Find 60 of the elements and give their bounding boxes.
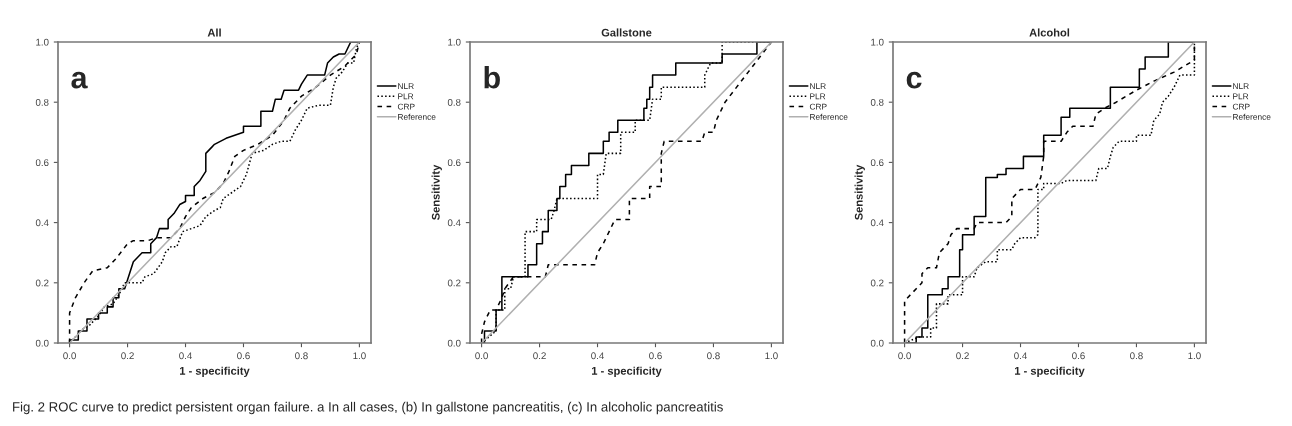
legend-label: Reference [398, 113, 436, 120]
x-axis-title: 1 - specificity [1015, 366, 1085, 377]
x-tick-label: 0.4 [591, 352, 604, 360]
x-axis-title: 1 - specificity [592, 366, 662, 377]
caption: Fig. 2 ROC curve to predict persistent organ failure. a In all cases, (b) In gallstone pancreatitis, (c) In alcoholic pancreatitis [13, 401, 723, 415]
legend-label: NLR [398, 83, 414, 89]
annotation: b [484, 66, 500, 89]
x-tick-label: 0.8 [1130, 352, 1143, 360]
y-tick-label: 0.4 [35, 219, 49, 227]
x-tick-label: 0.8 [707, 352, 720, 360]
y-tick-label: 0.0 [870, 339, 884, 347]
chart-title: All [207, 28, 221, 37]
y-tick-label: 0.6 [447, 159, 461, 167]
y-tick-label: 1.0 [871, 38, 884, 46]
y-tick-label: 0.0 [35, 339, 49, 347]
y-tick-label: 0.0 [447, 339, 461, 347]
y-tick-label: 0.2 [447, 279, 461, 287]
x-tick-label: 0.0 [63, 352, 76, 360]
y-tick-label: 0.2 [870, 279, 884, 287]
legend-label: PLR [398, 93, 414, 100]
x-tick-label: 0.4 [179, 352, 192, 360]
x-tick-label: 1.0 [1188, 352, 1201, 360]
x-tick-label: 0.8 [295, 352, 308, 360]
x-tick-label: 0.6 [1072, 352, 1085, 360]
y-tick-label: 1.0 [448, 38, 461, 46]
x-tick-label: 1.0 [353, 352, 366, 360]
y-tick-label: 0.8 [870, 98, 884, 106]
legend-label: Reference [810, 113, 848, 120]
x-tick-label: 0.6 [237, 352, 250, 360]
y-axis-title: Sensitivity [854, 164, 865, 220]
y-tick-label: 0.6 [35, 159, 49, 167]
legend-label: CRP [809, 103, 827, 110]
x-tick-label: 0.4 [1014, 352, 1027, 360]
legend-label: NLR [1233, 83, 1249, 89]
x-tick-label: 1.0 [765, 352, 778, 360]
chart-title: Gallstone [601, 28, 652, 37]
annotation: c [906, 71, 922, 89]
y-tick-label: 1.0 [36, 38, 49, 46]
x-tick-label: 0.0 [475, 352, 488, 360]
legend-label: Reference [1233, 113, 1271, 120]
y-tick-label: 0.4 [447, 219, 461, 227]
annotation: a [71, 71, 88, 89]
chart-title: Alcohol [1029, 28, 1070, 37]
y-tick-label: 0.8 [447, 98, 461, 106]
legend-label: PLR [1233, 93, 1249, 100]
x-tick-label: 0.0 [898, 352, 911, 360]
x-tick-label: 0.2 [533, 352, 546, 360]
x-tick-label: 0.2 [121, 352, 134, 360]
legend-label: CRP [1232, 103, 1250, 110]
y-tick-label: 0.8 [35, 98, 49, 106]
x-axis-title: 1 - specificity [180, 366, 250, 377]
x-tick-label: 0.2 [956, 352, 969, 360]
y-tick-label: 0.2 [35, 279, 49, 287]
y-tick-label: 0.6 [870, 159, 884, 167]
y-tick-label: 0.4 [870, 219, 884, 227]
y-axis-title: Sensitivity [431, 164, 442, 220]
x-tick-label: 0.6 [649, 352, 662, 360]
legend-label: CRP [397, 103, 415, 110]
legend-label: PLR [810, 93, 826, 100]
legend-label: NLR [810, 83, 826, 89]
